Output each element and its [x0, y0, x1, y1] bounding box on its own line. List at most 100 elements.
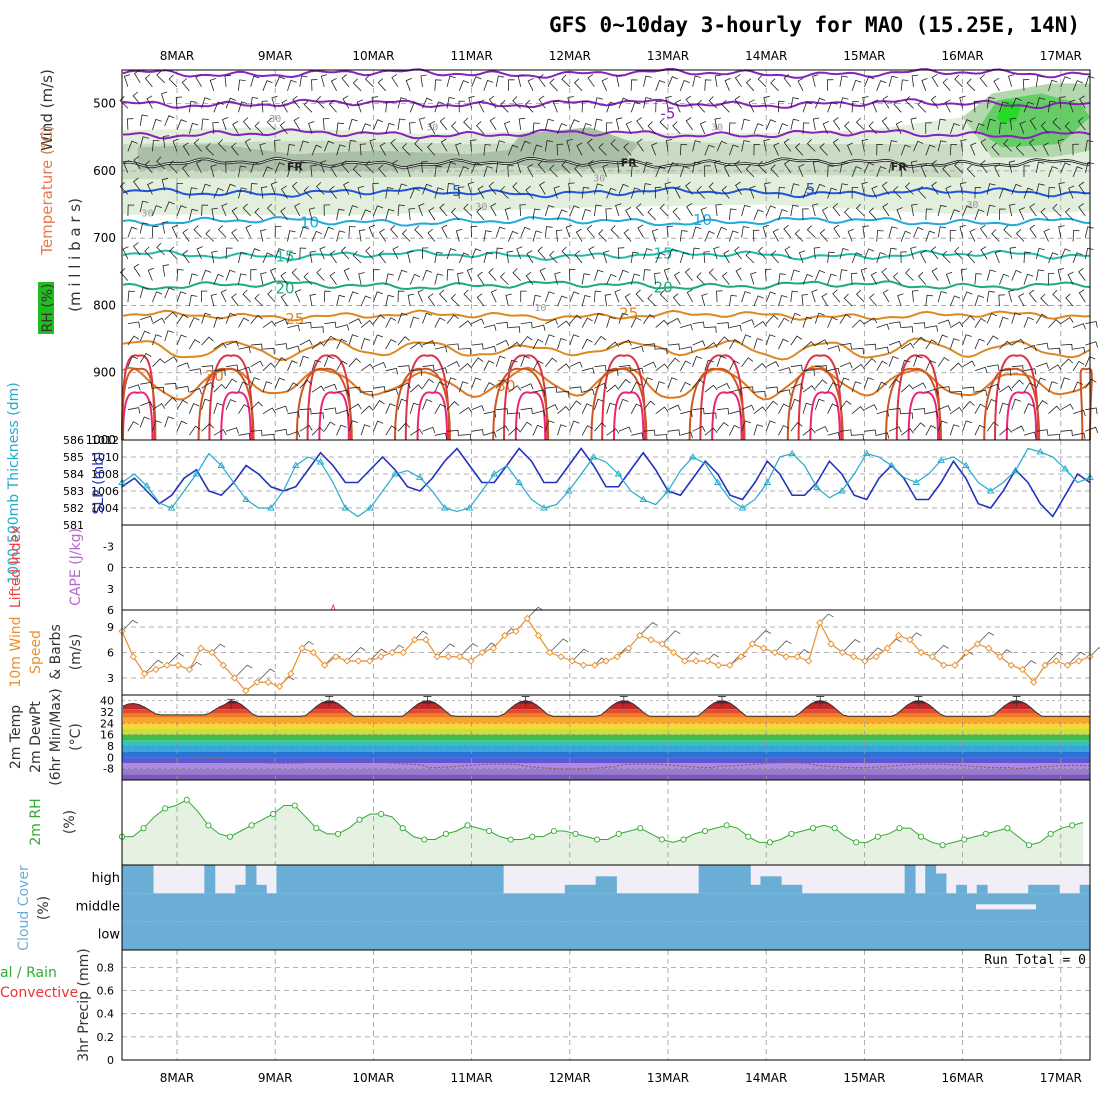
wind-barb: [949, 230, 957, 242]
wind-barb: [385, 294, 394, 307]
wind-barb: [495, 355, 506, 367]
wind-barb: [862, 96, 869, 109]
wind-barb: [833, 224, 841, 238]
wind-barb: [299, 408, 312, 415]
wind-barb: [704, 165, 711, 177]
wind-barb: [385, 187, 394, 199]
cloud-bar: [829, 921, 841, 950]
wind-barb: [455, 142, 462, 156]
wind-barb: [238, 381, 249, 393]
wind-barb: [238, 165, 247, 177]
convective-contour: [208, 354, 254, 441]
wind10m-barb: [977, 631, 995, 645]
isotherm-label: FR: [287, 161, 304, 174]
cloud-bar: [965, 893, 977, 922]
thickness-tick-label: 583: [63, 485, 84, 498]
cloud-bar: [420, 865, 432, 894]
wind-barb: [900, 144, 911, 156]
cloud-bar: [881, 921, 893, 950]
wind-barb: [176, 205, 187, 217]
wind10m-barb: [999, 649, 1012, 658]
wind-barb: [679, 230, 688, 242]
cloud-bar: [673, 893, 685, 922]
wind-barb: [959, 95, 966, 109]
wind-barb: [827, 165, 835, 177]
wind-barb: [692, 161, 701, 173]
wind-barb: [348, 291, 359, 303]
wind-barb: [1072, 230, 1080, 242]
wind-barb: [839, 161, 849, 173]
temp-band: [122, 768, 1090, 775]
wind-barb: [459, 363, 472, 372]
thickness-marker: [1011, 466, 1020, 474]
wind10m-marker: [140, 670, 149, 678]
wind-barb: [422, 398, 433, 410]
temp-band: [122, 713, 1090, 718]
cloud-bar: [1028, 884, 1040, 894]
wind-barb: [735, 267, 742, 281]
cloud-bar: [704, 921, 716, 950]
wind-barb: [778, 209, 788, 221]
wind-barb: [931, 181, 939, 195]
wind-barb: [496, 408, 509, 415]
wind-barb: [275, 428, 288, 436]
cloud-bar: [944, 893, 956, 922]
wind-barb: [336, 230, 346, 242]
wind-barb: [1068, 185, 1075, 199]
cloud-bar: [215, 893, 227, 922]
cloud-bar: [288, 921, 300, 950]
convective-contour: [809, 391, 841, 441]
cloud-bar: [413, 893, 425, 922]
wind-barb: [631, 432, 644, 439]
wind-barb: [741, 319, 755, 326]
cloud-bar: [184, 893, 196, 922]
wind-barb: [815, 365, 828, 372]
wind-barb: [569, 420, 580, 432]
rh-marker: [550, 827, 557, 835]
pressure-tick-label: 700: [93, 231, 116, 245]
wind-barb: [655, 79, 666, 91]
wind-barb: [517, 160, 524, 174]
slp-tick-label: 1004: [91, 502, 119, 515]
wind-barb: [401, 229, 411, 242]
wind-barb: [954, 74, 963, 88]
wind-barb: [1023, 368, 1037, 375]
wind-barb: [1036, 342, 1049, 350]
cloud-bar: [307, 865, 319, 894]
wind10m-marker: [219, 661, 227, 669]
cloud-bar: [1038, 884, 1050, 894]
wind10m-marker: [174, 661, 182, 669]
wind-barb: [587, 138, 595, 152]
cloud-bar: [174, 921, 186, 950]
cloud-bar: [996, 921, 1008, 950]
wind-barb: [434, 187, 444, 199]
wind-barb: [176, 334, 187, 346]
wind-barb: [1029, 203, 1037, 217]
wind-barb: [360, 209, 372, 221]
rh-marker: [853, 839, 860, 846]
wind-barb: [647, 207, 656, 221]
wind-barb: [213, 342, 227, 350]
cloud-title: Cloud Cover: [16, 865, 32, 951]
wind-barb: [979, 74, 988, 88]
cloud-bar: [538, 893, 550, 922]
wind-barb: [999, 273, 1010, 285]
rh-marker: [162, 805, 169, 812]
wind-barb: [913, 322, 926, 329]
wind-barb: [851, 319, 865, 328]
wind-barb: [606, 187, 617, 199]
wind-barb: [765, 291, 777, 303]
wind-barb: [716, 226, 727, 238]
wind-barb: [280, 293, 288, 307]
wind-barb: [385, 338, 397, 350]
wind-barb: [917, 100, 927, 113]
wind-barb: [133, 177, 141, 191]
wind-barb: [483, 324, 497, 331]
wind10m-marker: [714, 661, 723, 669]
wind-barb: [434, 403, 446, 414]
wind-barb: [409, 122, 416, 134]
wind-barb: [478, 99, 485, 113]
wind-barb: [348, 140, 357, 152]
wind-barb: [1078, 289, 1086, 303]
wind-barb: [778, 273, 786, 285]
